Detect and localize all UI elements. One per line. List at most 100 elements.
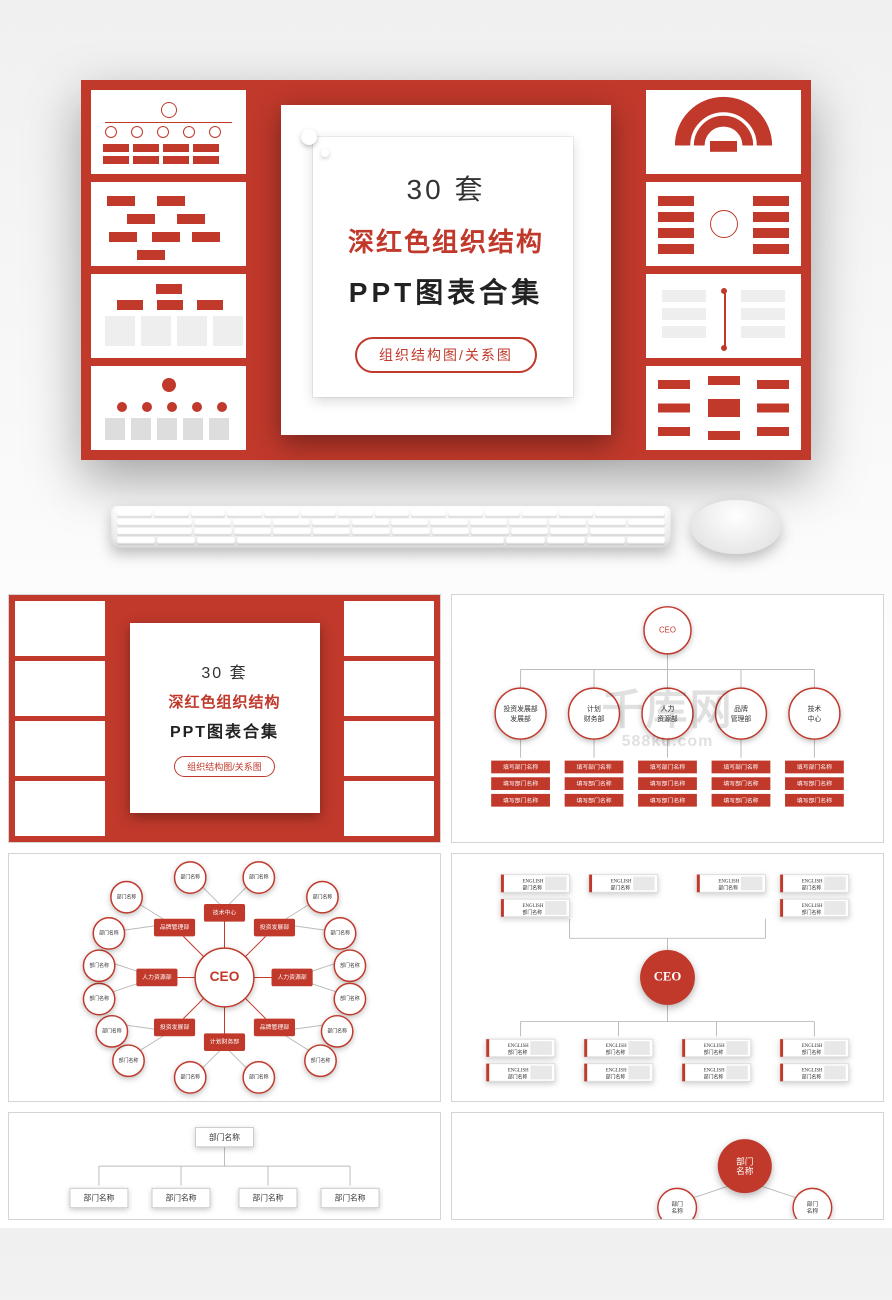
- svg-text:部门名称: 部门名称: [249, 874, 269, 881]
- svg-text:ENGLISH: ENGLISH: [802, 904, 823, 909]
- slide-radial: CEO 技术中心 投资发展部 人力资源部 品牌管理部 计划财务部 投资发展部 人…: [8, 853, 441, 1102]
- svg-text:投资发展部: 投资发展部: [160, 1023, 189, 1031]
- svg-text:部门名称: 部门名称: [99, 929, 119, 936]
- svg-text:部门名称: 部门名称: [523, 909, 543, 916]
- center-label: CEO: [654, 969, 682, 983]
- svg-text:部门名称: 部门名称: [508, 1073, 528, 1080]
- hero-thumb: [91, 90, 246, 174]
- hero-thumb: [91, 182, 246, 266]
- svg-text:部门名称: 部门名称: [330, 929, 350, 936]
- svg-text:ENGLISH: ENGLISH: [802, 1044, 823, 1049]
- tree-svg: 部门名称 部门名称 部门名称 部门名称 部门名称: [9, 1113, 440, 1219]
- svg-text:填写部门名称: 填写部门名称: [723, 780, 758, 788]
- dept-3: 品牌管理部: [715, 688, 766, 739]
- svg-text:填写部门名称: 填写部门名称: [797, 763, 832, 771]
- decor-dot-icon: [301, 129, 317, 145]
- svg-text:部门名称: 部门名称: [340, 962, 360, 969]
- slide-hub-partial: 部门 名称 部门名称 部门名称: [451, 1112, 884, 1220]
- svg-text:部门名称: 部门名称: [611, 884, 631, 891]
- cover-t2: 深红色组织结构: [168, 691, 280, 712]
- svg-text:人力资源部: 人力资源部: [277, 973, 306, 981]
- svg-text:填写部门名称: 填写部门名称: [503, 763, 538, 771]
- radial-center: CEO: [210, 969, 240, 984]
- children: 填写部门名称 填写部门名称 填写部门名称 填写部门名称 填写部门名称 填写部门名…: [491, 761, 844, 807]
- photo-org-svg: CEO ENGLISH部门名称 ENGLISH部门名称 ENGLISH部门名称 …: [452, 854, 883, 1101]
- hero-title-card: 30 套 深红色组织结构 PPT图表合集 组织结构图/关系图: [281, 105, 611, 435]
- svg-text:部门名称: 部门名称: [606, 1049, 626, 1056]
- top-cards: ENGLISH部门名称 ENGLISH部门名称 ENGLISH部门名称 ENGL…: [501, 875, 849, 917]
- hub-svg: 部门 名称 部门名称 部门名称: [452, 1113, 883, 1219]
- svg-text:ENGLISH: ENGLISH: [611, 880, 632, 885]
- cover-t1: 30 套: [201, 659, 247, 683]
- svg-text:部门名称: 部门名称: [704, 1073, 724, 1080]
- svg-text:部门名称: 部门名称: [718, 884, 738, 891]
- svg-text:计划财务部: 计划财务部: [210, 1038, 239, 1046]
- svg-text:ENGLISH: ENGLISH: [606, 1069, 627, 1074]
- hero-thumb: [646, 182, 801, 266]
- svg-text:名称: 名称: [736, 1165, 754, 1176]
- svg-text:填写部门名称: 填写部门名称: [723, 763, 758, 771]
- svg-text:部门名称: 部门名称: [802, 909, 822, 916]
- svg-text:部门: 部门: [807, 1200, 819, 1208]
- cover-t3: PPT图表合集: [170, 718, 279, 742]
- hero-center: 30 套 深红色组织结构 PPT图表合集 组织结构图/关系图: [254, 90, 638, 450]
- svg-text:部门名称: 部门名称: [249, 1073, 269, 1080]
- svg-text:部门名称: 部门名称: [117, 893, 137, 900]
- svg-text:品牌管理部: 品牌管理部: [160, 923, 189, 931]
- svg-text:部门名称: 部门名称: [89, 962, 109, 969]
- svg-text:资源部: 资源部: [657, 714, 678, 723]
- svg-text:部门名称: 部门名称: [313, 893, 333, 900]
- keyboard-icon: [111, 506, 671, 548]
- svg-text:填写部门名称: 填写部门名称: [576, 763, 611, 771]
- svg-text:部门名称: 部门名称: [340, 995, 360, 1002]
- decor-dot-icon: [321, 149, 329, 157]
- radial-svg: CEO 技术中心 投资发展部 人力资源部 品牌管理部 计划财务部 投资发展部 人…: [9, 854, 440, 1101]
- hero-left-thumbs: [91, 90, 246, 450]
- svg-text:ENGLISH: ENGLISH: [802, 1069, 823, 1074]
- svg-text:ENGLISH: ENGLISH: [704, 1069, 725, 1074]
- svg-text:ENGLISH: ENGLISH: [508, 1044, 529, 1049]
- hero-thumb: [646, 90, 801, 174]
- svg-text:填写部门名称: 填写部门名称: [650, 796, 685, 804]
- orgchart-svg: CEO 投资发展部发展部 计划财务部 人力资源部 品牌管理部 技术中心 填写部门…: [452, 595, 883, 842]
- svg-text:部门名称: 部门名称: [89, 995, 109, 1002]
- slides-grid: 30 套 深红色组织结构 PPT图表合集 组织结构图/关系图 千库网 588ku…: [0, 594, 892, 1228]
- svg-text:ENGLISH: ENGLISH: [718, 880, 739, 885]
- svg-text:ENGLISH: ENGLISH: [523, 904, 544, 909]
- svg-text:部门名称: 部门名称: [606, 1073, 626, 1080]
- mouse-icon: [691, 500, 781, 554]
- svg-text:ENGLISH: ENGLISH: [523, 880, 544, 885]
- svg-text:部门名称: 部门名称: [253, 1193, 284, 1203]
- hero-thumb: [91, 274, 246, 358]
- svg-text:名称: 名称: [807, 1207, 819, 1215]
- dept-4: 技术中心: [789, 688, 840, 739]
- svg-text:发展部: 发展部: [510, 714, 531, 723]
- svg-text:填写部门名称: 填写部门名称: [503, 796, 538, 804]
- svg-text:投资发展部: 投资发展部: [260, 923, 289, 931]
- svg-text:填写部门名称: 填写部门名称: [797, 796, 832, 804]
- tree-root: 部门名称: [209, 1132, 240, 1142]
- hero-thumb: [646, 274, 801, 358]
- svg-text:品牌管理部: 品牌管理部: [260, 1023, 289, 1031]
- svg-text:部门名称: 部门名称: [523, 884, 543, 891]
- svg-text:ENGLISH: ENGLISH: [508, 1069, 529, 1074]
- svg-text:计划: 计划: [587, 704, 601, 713]
- svg-text:人力: 人力: [661, 704, 675, 713]
- hero-frame: [313, 137, 573, 397]
- svg-text:部门: 部门: [736, 1155, 753, 1166]
- hero-thumb: [91, 366, 246, 450]
- svg-text:部门名称: 部门名称: [704, 1049, 724, 1056]
- svg-text:ENGLISH: ENGLISH: [802, 880, 823, 885]
- svg-text:填写部门名称: 填写部门名称: [797, 780, 832, 788]
- slide-tree-partial: 部门名称 部门名称 部门名称 部门名称 部门名称: [8, 1112, 441, 1220]
- root-label: CEO: [659, 625, 676, 634]
- hero-slide: 30 套 深红色组织结构 PPT图表合集 组织结构图/关系图: [81, 80, 811, 460]
- svg-text:ENGLISH: ENGLISH: [704, 1044, 725, 1049]
- svg-text:管理部: 管理部: [731, 714, 752, 723]
- svg-text:中心: 中心: [808, 714, 822, 723]
- svg-text:部门名称: 部门名称: [102, 1027, 122, 1034]
- svg-text:财务部: 财务部: [584, 714, 605, 723]
- dept-2: 人力资源部: [642, 688, 693, 739]
- svg-text:部门名称: 部门名称: [508, 1049, 528, 1056]
- svg-text:部门名称: 部门名称: [327, 1027, 347, 1034]
